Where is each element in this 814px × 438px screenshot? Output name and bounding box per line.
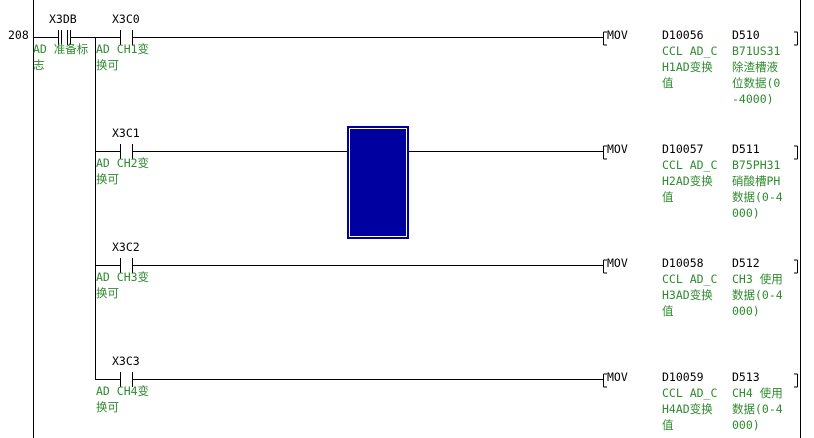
bracket-close-icon: [794, 259, 798, 274]
instruction-mov[interactable]: MOV: [607, 28, 628, 42]
source-operand[interactable]: D10056: [662, 28, 704, 42]
bracket-close-icon: [794, 145, 798, 160]
instruction-mov[interactable]: MOV: [607, 256, 628, 270]
destination-operand[interactable]: D510: [732, 28, 760, 42]
destination-operand[interactable]: D513: [732, 370, 760, 384]
source-operand[interactable]: D10057: [662, 142, 704, 156]
destination-comment: B75PH31 硝酸槽PH 数据(0-4 000): [732, 158, 783, 220]
rung-wire-3: [95, 258, 603, 273]
rung-wire-1: [33, 30, 603, 45]
destination-operand[interactable]: D511: [732, 142, 760, 156]
source-comment: CCL AD_C H1AD变换 值: [662, 44, 718, 90]
editor-cursor[interactable]: [347, 126, 409, 239]
source-comment: CCL AD_C H2AD变换 值: [662, 158, 718, 204]
contact-x3c2-icon: [120, 258, 133, 273]
contact-comment: AD 准备标 志: [33, 42, 89, 72]
instruction-mov[interactable]: MOV: [607, 142, 628, 156]
contact-x3c3-icon: [120, 372, 133, 387]
bracket-close-icon: [794, 31, 798, 46]
contact-x3c1-icon: [120, 144, 133, 159]
contact-x3c0-icon: [120, 30, 133, 45]
destination-operand[interactable]: D512: [732, 256, 760, 270]
rung-wire-4: [95, 372, 603, 387]
destination-comment: CH4 使用 数据(0-4 000): [732, 386, 783, 432]
source-operand[interactable]: D10059: [662, 370, 704, 384]
instruction-mov[interactable]: MOV: [607, 370, 628, 384]
contact-comment: AD CH2变 换可: [96, 156, 150, 186]
bracket-open-icon: [603, 31, 607, 46]
contact-device-label[interactable]: X3C2: [112, 240, 140, 254]
contact-device-label[interactable]: X3C1: [112, 126, 140, 140]
step-number: 208: [8, 28, 29, 42]
destination-comment: CH3 使用 数据(0-4 000): [732, 272, 783, 318]
bracket-close-icon: [794, 373, 798, 388]
contact-device-label[interactable]: X3DB: [49, 12, 77, 26]
bracket-open-icon: [603, 145, 607, 160]
source-comment: CCL AD_C H3AD变换 值: [662, 272, 718, 318]
bracket-open-icon: [603, 259, 607, 274]
contact-device-label[interactable]: X3C0: [112, 12, 140, 26]
bracket-open-icon: [603, 373, 607, 388]
contact-comment: AD CH4变 换可: [96, 384, 150, 414]
contact-x3db-icon: [58, 30, 71, 45]
destination-comment: B71US31 除渣槽液 位数据(0 -4000): [732, 44, 781, 106]
contact-comment: AD CH3变 换可: [96, 270, 150, 300]
contact-comment: AD CH1变 换可: [96, 42, 150, 72]
contact-device-label[interactable]: X3C3: [112, 354, 140, 368]
source-operand[interactable]: D10058: [662, 256, 704, 270]
source-comment: CCL AD_C H4AD变换 值: [662, 386, 718, 432]
